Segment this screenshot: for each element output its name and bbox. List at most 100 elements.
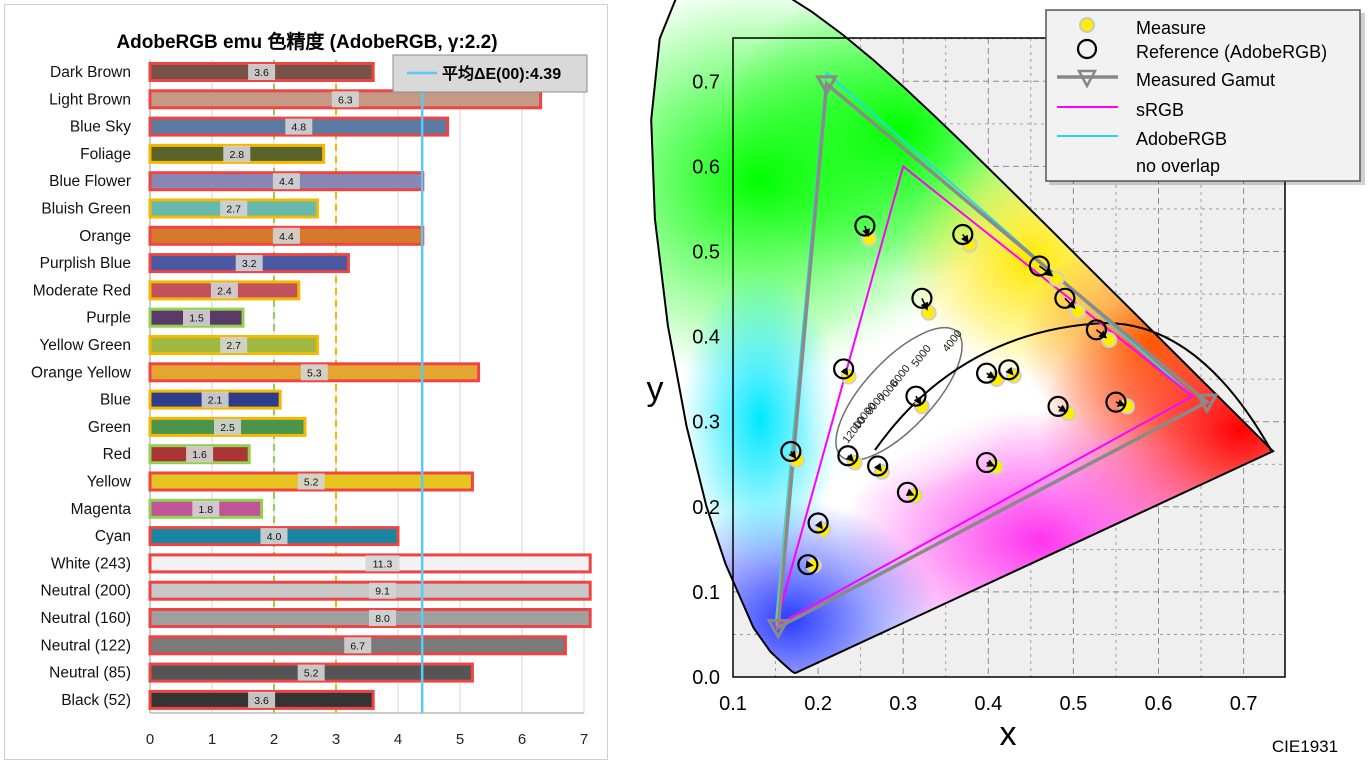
legend-reference-label: Reference (AdobeRGB) [1136,42,1327,62]
bar-category-label: Bluish Green [41,201,131,218]
reference-point [998,359,1020,381]
bar-value-label-box [272,227,300,244]
bar-value-label: 8.0 [375,613,390,625]
gamut-vertex-marker [1195,393,1219,415]
legend-reference-swatch [1076,38,1098,60]
bar-value-label: 2.4 [217,285,232,297]
bar-value-label-box [248,64,276,80]
bar-category-label: Purple [86,310,131,327]
cie-x-tick-label: 0.3 [889,693,917,715]
legend-adobergb-label: AdobeRGB [1136,129,1227,149]
bar-value-label-box [201,391,229,408]
cie-x-tick-label: 0.6 [1145,693,1173,715]
bar-value-label-box [223,145,251,162]
error-arrow [1064,297,1076,310]
legend-gamut-label: Measured Gamut [1136,70,1275,90]
bar-category-label: Red [103,446,131,463]
bar-category-label: Blue Sky [70,119,131,136]
measured-gamut-markers [766,75,1219,640]
legend-no-overlap-label: no overlap [1136,156,1220,176]
bar-value-label: 9.1 [375,586,390,598]
bar-chart-title: AdobeRGB emu 色精度 (AdobeRGB, γ:2.2) [116,32,498,53]
bar-value-label-box [192,500,220,517]
reference-point [780,440,802,463]
planckian-locus-curve [874,321,1273,453]
bar-value-label-box [186,446,214,463]
reference-point [1085,319,1107,341]
bar-value-label-box [300,364,328,381]
bar-value-label: 2.7 [226,340,241,352]
cie-x-tick-labels: 0.1 0.2 0.3 0.4 0.5 0.6 0.7 [719,693,1257,715]
bar-category-label: Moderate Red [33,282,131,299]
legend-srgb-label: sRGB [1136,100,1184,120]
bar-x-tick-label: 5 [456,731,464,748]
bar-category-label: Foliage [80,146,131,163]
bar-value-label-box [220,200,248,217]
bar-value-label-box [214,418,241,435]
bar-legend-label: 平均ΔE(00):4.39 [442,64,561,83]
cie-legend-box [1045,9,1361,182]
gamut-vertex-marker [766,619,790,640]
bar-value-label: 1.6 [192,449,207,461]
bar-category-label: Neutral (200) [41,583,131,600]
cct-label-ellipse [835,326,963,462]
bar-value-label: 4.8 [291,122,306,134]
cie-y-tick-label: 0.6 [692,156,720,178]
reference-point [797,554,819,576]
bar-category-label: Blue Flower [49,173,131,190]
reference-point [1047,395,1069,417]
error-arrow [788,450,797,460]
bar-value-label: 4.0 [267,531,282,543]
error-arrow [1115,399,1126,407]
bar-category-label: Neutral (122) [41,637,131,654]
bar-category-label: Purplish Blue [40,255,131,272]
cie-y-tick-label: 0.5 [692,242,720,264]
cie-x-axis-label: x [1000,715,1017,753]
bar-value-label-box [369,582,396,599]
reference-point [1028,255,1050,277]
cie-x-tick-label: 0.4 [974,693,1002,715]
measured-gamut-triangle [776,80,1211,631]
bar-value-label: 3.6 [254,695,269,707]
bar-x-tick-label: 4 [394,731,402,748]
cie-caption: CIE1931 [1272,737,1338,756]
bar-value-label-box [220,337,248,353]
bar-x-tick-label: 3 [332,731,340,748]
bar-series: 3.6 6.3 4.8 2.8 4.4 2.7 4.4 3.2 2.4 1.5 2.7 5.3 2.1 2… [148,62,592,710]
bar-value-label: 3.2 [242,258,257,270]
bar-category-label: Green [88,419,131,436]
bar-category-label: Cyan [95,528,131,545]
bar-value-label: 6.7 [350,640,365,652]
cie-x-tick-label: 0.1 [719,693,747,715]
bar-value-label-box [344,637,372,654]
bar-value-label: 5.2 [304,668,319,680]
cie-y-tick-label: 0.0 [692,667,720,689]
reference-point [952,223,974,246]
reference-point [1054,287,1076,309]
error-arrow [913,395,922,406]
reference-point [837,445,859,467]
bar-category-label: White (243) [51,555,131,572]
bar-value-label-box [285,118,313,135]
bar-x-tick-labels: 0 1 2 3 4 5 6 7 [146,731,588,748]
error-arrow [814,520,823,530]
cie-y-axis-label: y [647,370,664,408]
reference-point [905,385,927,407]
bar-chart: Dark Brown Light Brown Blue Sky Foliage Blue… [31,54,592,748]
bar-legend: 平均ΔE(00):4.39 [392,54,588,93]
bar-value-label: 4.4 [279,231,294,243]
legend-gamut-marker-swatch [1076,69,1098,89]
bar-category-label: Magenta [71,501,132,518]
bar-value-label-box [297,473,325,490]
bar-x-tick-label: 0 [146,731,154,748]
bar-reference-lines [273,60,337,713]
bar-value-label-box [210,282,238,299]
cie-x-tick-label: 0.5 [1059,693,1087,715]
error-arrow [986,370,996,379]
bar-x-tick-label: 6 [518,731,526,748]
bar-category-label: Blue [100,392,131,409]
cie-y-tick-label: 0.7 [692,71,720,93]
error-arrow [862,225,870,238]
